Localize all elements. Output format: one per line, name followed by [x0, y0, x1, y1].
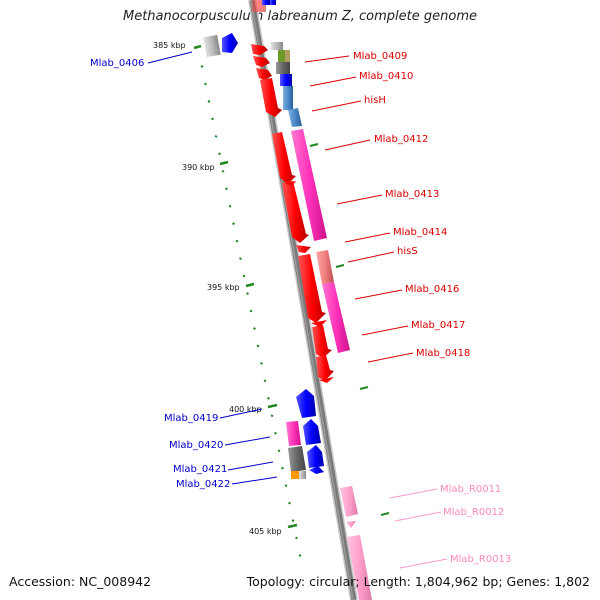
minor-tick [249, 309, 253, 313]
label-mlab-0414[interactable]: Mlab_0414 [393, 227, 447, 238]
label-mlab-0412[interactable]: Mlab_0412 [374, 134, 428, 145]
minor-tick [228, 204, 232, 208]
minor-tick [295, 536, 298, 540]
label-mlab-0406[interactable]: Mlab_0406 [90, 58, 144, 69]
label-mlab-0417[interactable]: Mlab_0417 [411, 320, 465, 331]
major-tick [267, 403, 278, 409]
minor-tick [253, 327, 256, 330]
gene-mlab-0422[interactable] [291, 466, 324, 479]
topology-label: Topology: circular; Length: 1,804,962 bp… [246, 574, 590, 589]
scale-label-385: 385 kbp [153, 41, 186, 50]
label-hiss[interactable]: hisS [397, 246, 418, 257]
major-tick [219, 160, 229, 166]
minor-tick [263, 379, 267, 383]
minor-tick [298, 554, 302, 557]
minor-tick [260, 361, 263, 365]
gene-mlab-0414[interactable] [296, 245, 311, 253]
label-mlab-0420[interactable]: Mlab_0420 [169, 440, 223, 451]
scale-label-405: 405 kbp [249, 527, 282, 536]
minor-tick [225, 187, 228, 191]
scale-label-400: 400 kbp [229, 405, 262, 414]
label-mlab-0409[interactable]: Mlab_0409 [353, 51, 407, 62]
minor-tick [291, 519, 295, 522]
label-mlab-0419[interactable]: Mlab_0419 [164, 413, 218, 424]
minor-tick [246, 292, 249, 295]
label-mlab-0410[interactable]: Mlab_0410 [359, 71, 413, 82]
right-dashes [309, 143, 390, 516]
minor-tick [232, 222, 235, 226]
gene-mlab-0406[interactable] [203, 33, 238, 58]
scale-ticks [200, 65, 302, 557]
gene-hiss[interactable] [298, 254, 326, 323]
major-tick [193, 44, 202, 50]
label-mlab-0421[interactable]: Mlab_0421 [173, 464, 227, 475]
label-mlab-0418[interactable]: Mlab_0418 [416, 348, 470, 359]
minor-tick [211, 117, 214, 121]
major-tick [245, 282, 255, 288]
rna-gene-labels: Mlab_R0011 Mlab_R0012 Mlab_R0013 [440, 484, 511, 565]
left-gene-labels: Mlab_0406 Mlab_0419 Mlab_0420 Mlab_0421 … [90, 58, 230, 490]
gene-mlab-0419[interactable] [296, 389, 316, 418]
label-hish[interactable]: hisH [364, 95, 386, 106]
minor-tick [242, 274, 246, 278]
minor-tick [267, 396, 270, 400]
label-mlab-r0012[interactable]: Mlab_R0012 [443, 507, 504, 518]
map-title: Methanocorpusculum labreanum Z, complete… [123, 9, 477, 24]
label-mlab-0416[interactable]: Mlab_0416 [405, 284, 459, 295]
gene-mlab-0413[interactable] [282, 181, 309, 243]
minor-tick [288, 501, 291, 505]
minor-tick [277, 449, 281, 453]
scale-label-395: 395 kbp [207, 283, 240, 292]
minor-tick [281, 466, 284, 470]
gene-mlab-0420[interactable] [286, 419, 321, 446]
gene-hish[interactable] [260, 78, 282, 117]
gene-mlab-0409[interactable] [251, 44, 270, 67]
rna-mlab-r0013[interactable] [347, 535, 372, 600]
scale-label-390: 390 kbp [182, 163, 215, 172]
minor-tick [214, 134, 218, 138]
minor-tick [274, 431, 277, 435]
cog-color-stack [271, 42, 302, 127]
minor-tick [200, 65, 204, 68]
gene-mlab-0417[interactable] [316, 355, 334, 381]
minor-tick [218, 152, 221, 156]
cog-pink-bars [291, 129, 350, 353]
minor-tick [204, 82, 207, 86]
minor-tick [239, 257, 242, 261]
label-mlab-r0013[interactable]: Mlab_R0013 [450, 554, 511, 565]
minor-tick [221, 169, 225, 173]
minor-tick [284, 484, 288, 488]
label-leader-lines [147, 51, 448, 569]
gene-mlab-0410[interactable] [256, 68, 272, 80]
rna-mlab-r0011[interactable] [340, 486, 358, 517]
gene-mlab-0416[interactable] [312, 325, 332, 358]
minor-tick [270, 414, 274, 418]
rna-mlab-r0012[interactable] [346, 521, 356, 528]
gene-mlab-0421[interactable] [288, 445, 324, 472]
right-gene-labels: Mlab_0409 Mlab_0410 hisH Mlab_0412 Mlab_… [353, 51, 470, 359]
scale-bar: 385 kbp 390 kbp 395 kbp 400 kbp 405 kbp [153, 41, 298, 536]
top-partial-genes [252, 0, 276, 12]
red-arrowheads [284, 181, 334, 383]
minor-tick [256, 344, 260, 348]
accession-label: Accession: NC_008942 [9, 574, 152, 589]
gene-mlab-0412[interactable] [272, 132, 296, 184]
label-mlab-0422[interactable]: Mlab_0422 [176, 479, 230, 490]
major-tick [287, 523, 298, 529]
minor-tick [207, 100, 211, 103]
label-mlab-r0011[interactable]: Mlab_R0011 [440, 484, 501, 495]
label-mlab-0413[interactable]: Mlab_0413 [385, 189, 439, 200]
minor-tick [235, 239, 239, 243]
